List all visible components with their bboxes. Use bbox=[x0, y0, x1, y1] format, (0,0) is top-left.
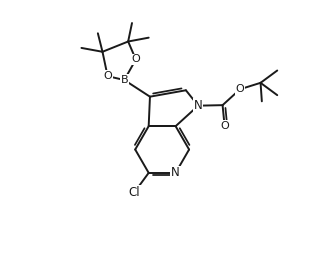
Text: Cl: Cl bbox=[129, 186, 140, 199]
Text: O: O bbox=[131, 54, 140, 64]
Text: N: N bbox=[194, 99, 203, 112]
Text: N: N bbox=[171, 166, 180, 179]
Text: O: O bbox=[220, 121, 229, 131]
Text: O: O bbox=[103, 71, 112, 81]
Text: O: O bbox=[236, 84, 244, 94]
Text: B: B bbox=[121, 75, 128, 85]
